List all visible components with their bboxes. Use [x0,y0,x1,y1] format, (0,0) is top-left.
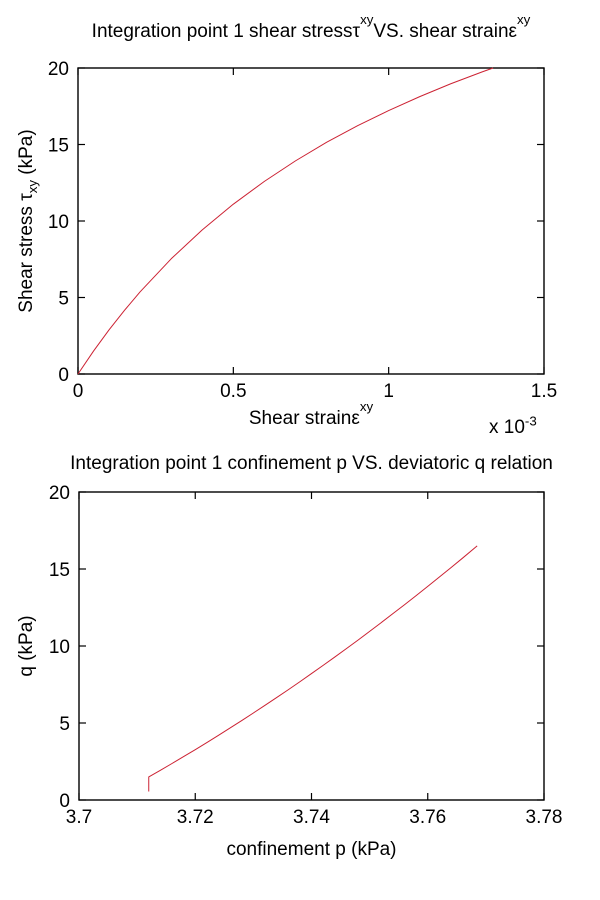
x-tick-label: 0 [73,381,84,402]
plot1-xlabel: Shear strain ε xy [248,399,374,429]
exponent-power: -3 [524,413,537,429]
y-tick-label: 15 [49,560,70,581]
tau-symbol: τ [352,21,361,42]
data-curve [148,545,478,792]
x-tick-label: 0.5 [220,381,246,402]
plot1-title: Integration point 1 shear stress τ xy VS.… [91,12,531,42]
x-tick-label: 1.5 [531,381,557,402]
x-tick-label: 3.74 [293,807,330,828]
y-tick-label: 0 [59,791,70,812]
y-tick-label: 0 [58,365,69,386]
plot1-ylabel-sub: xy [24,179,40,194]
x-tick-label: 3.76 [409,807,446,828]
plot1-title-text: Integration point 1 shear stress [91,21,353,42]
axes-box [77,67,545,375]
x-tick-label: 3.78 [526,807,563,828]
plot1-xlabel-epsilon: ε [351,408,360,429]
y-tick-label: 5 [59,714,70,735]
y-tick-label: 20 [49,483,70,504]
x-tick-label: 3.7 [66,807,92,828]
y-tick-label: 15 [48,136,69,157]
plot2-ylabel: q (kPa) [16,615,38,676]
plot2-ylabel-text: q (kPa) [16,615,37,677]
x-tick-label: 3.72 [177,807,214,828]
exponent-prefix: x 10 [489,417,525,438]
plot1-ylabel-tau: τ [16,193,37,201]
plot1-ylabel-pre: Shear stress [16,200,37,313]
plot2-title: Integration point 1 confinement p VS. de… [70,452,553,476]
plot1-x-exponent-label: x 10-3 [489,413,537,439]
epsilon-symbol: ε [508,21,518,42]
plot2-xlabel: confinement p (kPa) [79,838,544,862]
p-q-plot: 3.7 3.72 3.74 3.76 3.78 0 5 10 15 20 [49,483,563,828]
y-tick-label: 10 [48,212,69,233]
axes-box [78,491,545,801]
y-tick-label: 20 [48,59,69,80]
data-curve [77,67,494,375]
plot1-title-mid: VS. shear strain [373,21,509,42]
plot1-ylabel-unit: (kPa) [16,129,37,180]
y-tick-label: 5 [58,289,69,310]
plot1-xlabel-pre: Shear strain [248,408,352,429]
plot1-ylabel: Shear stress τxy (kPa) [16,129,40,313]
y-tick-label: 10 [49,637,70,658]
plot2-xlabel-text: confinement p (kPa) [226,839,397,860]
shear-stress-strain-plot: 0 0.5 1 1.5 0 5 10 15 20 [48,59,557,402]
x-tick-label: 1 [383,381,394,402]
plot2-title-text: Integration point 1 confinement p VS. de… [70,453,553,474]
